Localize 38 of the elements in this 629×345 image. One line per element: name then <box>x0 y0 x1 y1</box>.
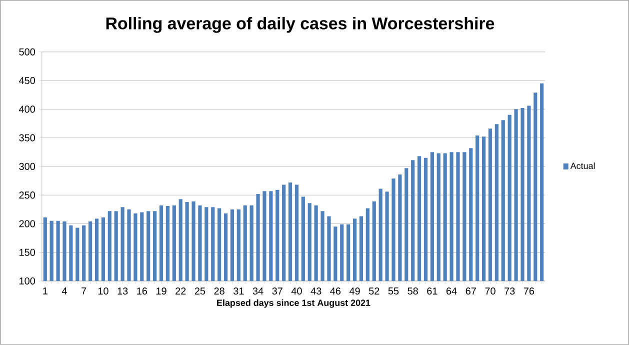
y-tick-label: 450 <box>19 77 36 84</box>
x-tick-label: 49 <box>349 288 360 295</box>
x-axis-title: Elapsed days since 1st August 2021 <box>217 299 370 308</box>
x-tick-label: 31 <box>234 288 244 295</box>
y-tick-label: 200 <box>19 220 36 228</box>
x-tick-label: 25 <box>194 288 206 295</box>
y-tick-label: 250 <box>19 192 36 199</box>
x-tick-label: 64 <box>446 288 457 295</box>
y-tick-label: 400 <box>19 106 36 113</box>
x-tick-label: 1 <box>43 288 48 294</box>
y-tick-label: 150 <box>20 248 36 256</box>
chart-title: Rolling average of daily cases in Worcestershire <box>106 17 494 33</box>
x-tick-label: 70 <box>485 288 496 295</box>
x-tick-label: 37 <box>272 288 282 295</box>
x-tick-label: 61 <box>427 288 438 295</box>
y-tick-label: 100 <box>20 278 36 285</box>
x-tick-label: 16 <box>137 288 148 295</box>
y-tick-label: 300 <box>19 162 36 170</box>
x-tick-label: 34 <box>252 288 264 295</box>
x-tick-label: 67 <box>466 288 476 295</box>
x-tick-label: 46 <box>330 288 341 295</box>
x-tick-label: 22 <box>176 288 186 295</box>
x-tick-label: 43 <box>310 288 322 295</box>
x-tick-label: 52 <box>368 288 380 295</box>
x-tick-label: 4 <box>62 288 67 294</box>
x-tick-label: 28 <box>214 288 224 295</box>
x-tick-label: 73 <box>504 288 515 295</box>
legend-label: Actual <box>570 162 595 170</box>
x-tick-label: 55 <box>388 288 399 295</box>
x-tick-label: 58 <box>408 288 418 295</box>
x-tick-label: 7 <box>82 288 86 294</box>
x-tick-label: 40 <box>291 288 302 295</box>
x-tick-label: 13 <box>118 288 128 295</box>
x-tick-label: 10 <box>98 288 108 295</box>
x-tick-label: 19 <box>156 288 166 295</box>
y-tick-label: 350 <box>19 134 36 142</box>
y-tick-label: 500 <box>19 48 36 56</box>
x-tick-label: 76 <box>524 288 534 295</box>
